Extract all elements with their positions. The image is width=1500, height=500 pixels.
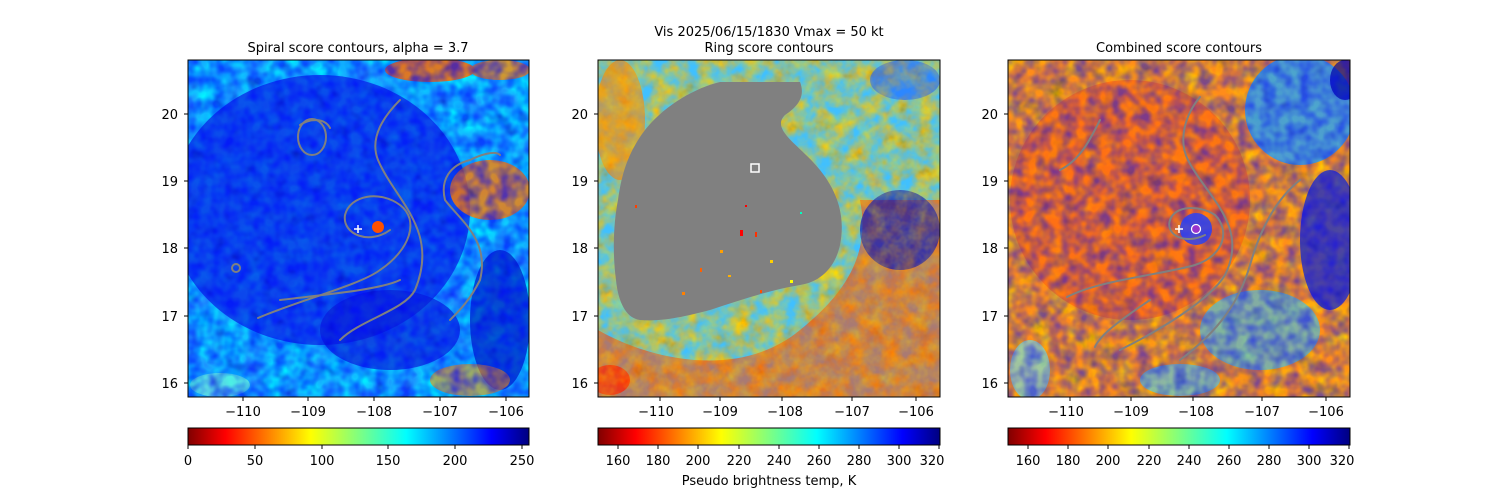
satellite-image [598,60,940,397]
contour-lines [1059,96,1301,361]
x-tick-label: −107 [834,405,870,420]
colorbar-tick-label: 200 [686,454,711,469]
tick-marks [1004,113,1327,401]
contour-lines [231,99,501,341]
y-tick-label: 18 [571,242,588,257]
y-tick-label: 20 [981,108,998,123]
colorbar [597,427,941,446]
x-tick-label: −107 [1244,405,1280,420]
figure-suptitle: Vis 2025/06/15/1830 Vmax = 50 kt [654,25,883,40]
colorbar-label: Pseudo brightness temp, K [682,474,857,489]
colorbar [1007,427,1351,446]
y-tick-label: 20 [571,108,588,123]
colorbar-tick-label: 160 [606,454,631,469]
colorbar-tick-label: 300 [887,454,912,469]
x-tick-label: −106 [1308,405,1344,420]
x-tick-label: −110 [1048,405,1084,420]
colorbar-tick-label: 220 [727,454,752,469]
colorbar-tick-label: 260 [1217,454,1242,469]
x-tick-label: −107 [422,405,458,420]
colorbar-tick-label: 280 [1257,454,1282,469]
panel-title: Combined score contours [1096,41,1262,56]
y-tick-label: 19 [571,175,588,190]
x-tick-label: −109 [290,405,326,420]
colorbar-tick-label: 200 [443,454,468,469]
y-tick-label: 18 [981,242,998,257]
center-marker [1175,225,1183,233]
satellite-image [188,60,529,397]
colorbar-tick-label: 320 [920,454,945,469]
y-tick-label: 17 [571,310,588,325]
colorbar-tick-label: 240 [1177,454,1202,469]
x-tick-label: −109 [702,405,738,420]
axes-frame [1007,59,1351,398]
x-tick-label: −108 [1178,405,1214,420]
colorbar-tick-label: 160 [1016,454,1041,469]
y-tick-label: 20 [161,108,178,123]
y-tick-label: 19 [981,175,998,190]
center-marker [354,225,362,233]
y-tick-label: 18 [161,242,178,257]
panel-spiral: Spiral score contours, alpha = 3.7 [161,41,534,469]
colorbar-tick-label: 260 [807,454,832,469]
colorbar-tick-label: 180 [1056,454,1081,469]
colorbar-tick-label: 180 [646,454,671,469]
y-tick-label: 16 [571,377,588,392]
x-tick-label: −108 [356,405,392,420]
x-tick-label: −110 [638,405,674,420]
mask-region [613,82,842,321]
tick-marks [184,113,507,401]
y-tick-label: 16 [161,377,178,392]
colorbar-tick-label: 150 [376,454,401,469]
panel-title: Ring score contours [704,41,833,56]
colorbar-tick-label: 250 [510,454,535,469]
colorbar-tick-label: 240 [767,454,792,469]
y-tick-label: 16 [981,377,998,392]
axes-frame [597,59,941,398]
panel-title: Spiral score contours, alpha = 3.7 [247,41,468,56]
colorbar-tick-label: 320 [1330,454,1355,469]
colorbar [187,427,530,446]
colorbar-tick-label: 280 [847,454,872,469]
satellite-image [1008,60,1350,397]
panel-combined: Combined score contours [981,41,1355,469]
axes-frame [187,59,530,398]
tick-marks [594,113,917,401]
y-tick-label: 17 [981,310,998,325]
x-tick-label: −108 [767,405,803,420]
y-tick-label: 17 [161,310,178,325]
y-tick-label: 19 [161,175,178,190]
colorbar-tick-label: 100 [310,454,335,469]
x-tick-label: −109 [1113,405,1149,420]
combined-center-marker [1190,223,1202,235]
x-tick-label: −106 [898,405,934,420]
speckles [635,205,802,295]
candidate-square-marker [750,163,760,173]
x-tick-label: −106 [488,405,524,420]
colorbar-tick-label: 0 [184,454,192,469]
colorbar-tick-label: 200 [1096,454,1121,469]
colorbar-tick-label: 50 [247,454,264,469]
x-tick-label: −110 [225,405,261,420]
panel-ring: Ring score contours [571,41,944,489]
colorbar-tick-label: 300 [1297,454,1322,469]
colorbar-tick-label: 220 [1137,454,1162,469]
